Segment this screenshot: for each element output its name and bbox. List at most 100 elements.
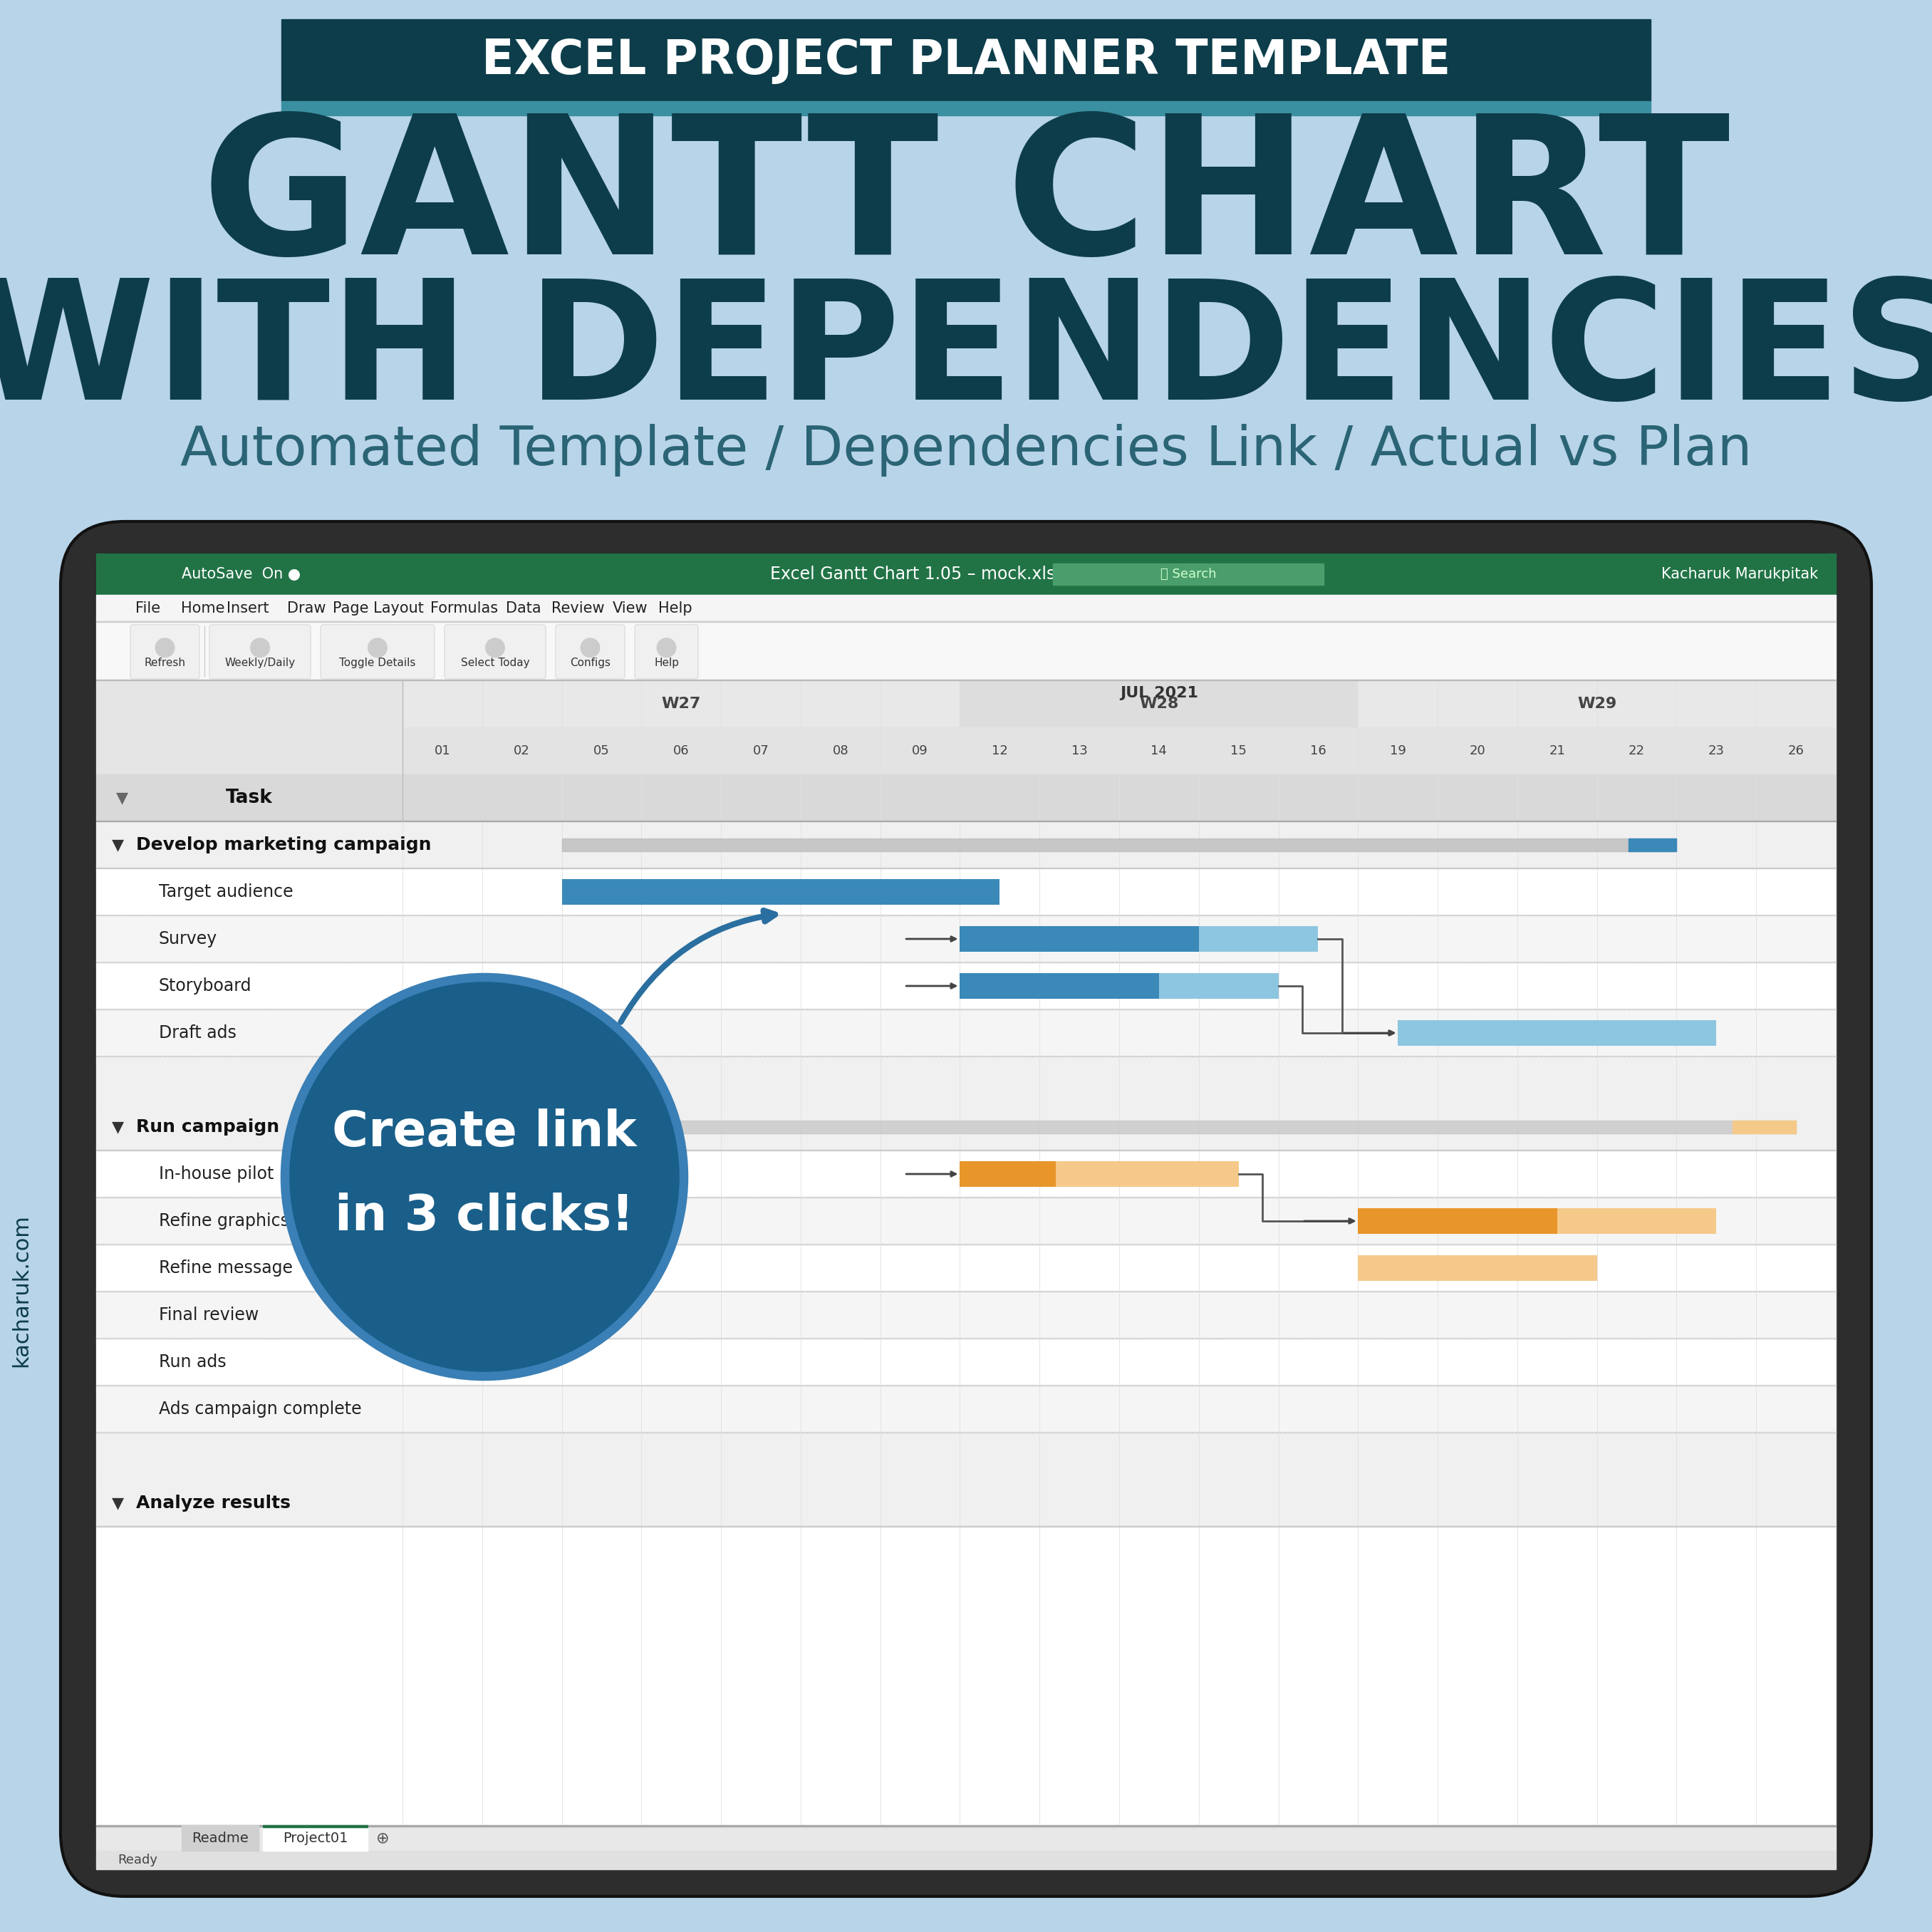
Bar	[282, 100, 1650, 116]
Bar	[97, 916, 1835, 962]
Text: 12: 12	[991, 744, 1009, 757]
Bar	[97, 775, 1835, 821]
Text: Ready: Ready	[118, 1853, 156, 1866]
Text: AutoSave  On ●: AutoSave On ●	[182, 568, 301, 582]
Text: Task: Task	[226, 788, 272, 808]
Bar	[402, 1121, 1797, 1134]
Bar	[1198, 925, 1318, 952]
Bar	[97, 1526, 1835, 1826]
Text: W27: W27	[661, 697, 701, 711]
Text: 21: 21	[1549, 744, 1565, 757]
Text: Review: Review	[553, 601, 605, 616]
Text: 22: 22	[1629, 744, 1644, 757]
Circle shape	[155, 638, 176, 657]
FancyBboxPatch shape	[321, 624, 435, 678]
Bar	[562, 838, 1677, 852]
Bar	[282, 19, 1650, 100]
Text: Run campaign: Run campaign	[135, 1119, 280, 1136]
Bar	[97, 1103, 1835, 1151]
Text: 01: 01	[435, 744, 450, 757]
Bar	[1055, 1161, 1238, 1186]
Bar	[97, 1151, 1835, 1198]
Circle shape	[249, 638, 270, 657]
Bar	[97, 962, 1835, 1009]
Bar	[97, 680, 402, 775]
Text: Kacharuk Marukpitak: Kacharuk Marukpitak	[1662, 568, 1818, 582]
Bar	[402, 680, 960, 726]
Text: Final review: Final review	[158, 1306, 259, 1323]
Circle shape	[367, 638, 388, 657]
Bar	[97, 1009, 1835, 1057]
Text: ▼: ▼	[112, 1121, 124, 1134]
Text: Excel Gantt Chart 1.05 – mock.xlsm – Saved  ▾: Excel Gantt Chart 1.05 – mock.xlsm – Sav…	[771, 566, 1161, 583]
Text: File: File	[135, 601, 160, 616]
Text: WITH DEPENDENCIES: WITH DEPENDENCIES	[0, 272, 1932, 435]
Bar	[1159, 974, 1279, 999]
Text: 20: 20	[1470, 744, 1486, 757]
Text: Page Layout: Page Layout	[332, 601, 423, 616]
Text: View: View	[612, 601, 647, 616]
Text: 07: 07	[753, 744, 769, 757]
Bar	[97, 595, 1835, 622]
Text: 🔍 Search: 🔍 Search	[1161, 568, 1217, 582]
Text: 13: 13	[1070, 744, 1088, 757]
Bar	[182, 1826, 259, 1851]
Bar	[960, 1161, 1055, 1186]
Text: Toggle Details: Toggle Details	[340, 657, 415, 668]
Text: Run ads: Run ads	[158, 1354, 226, 1370]
Bar	[97, 622, 1835, 680]
Text: 15: 15	[1231, 744, 1246, 757]
Text: Readme: Readme	[191, 1832, 249, 1845]
Bar	[97, 1385, 1835, 1434]
Bar	[97, 1244, 1835, 1293]
Text: 09: 09	[912, 744, 927, 757]
Bar	[960, 680, 1358, 726]
Bar	[1399, 1020, 1716, 1045]
Bar	[960, 925, 1198, 952]
Bar	[1358, 1208, 1557, 1235]
Circle shape	[284, 978, 684, 1376]
Text: JUL 2021: JUL 2021	[1121, 686, 1198, 699]
Bar	[1053, 564, 1323, 585]
Text: Create link: Create link	[332, 1109, 638, 1157]
FancyBboxPatch shape	[444, 624, 545, 678]
Text: Refine graphics: Refine graphics	[158, 1213, 290, 1229]
Text: Select Today: Select Today	[460, 657, 529, 668]
Text: 19: 19	[1389, 744, 1406, 757]
Bar	[1557, 1208, 1716, 1235]
Text: 14: 14	[1151, 744, 1167, 757]
FancyBboxPatch shape	[60, 522, 1872, 1897]
Bar	[97, 1339, 1835, 1385]
Bar	[1358, 680, 1835, 726]
Text: Help: Help	[659, 601, 692, 616]
Text: Home: Home	[182, 601, 224, 616]
Bar	[97, 867, 1835, 916]
FancyBboxPatch shape	[636, 624, 697, 678]
Text: Help: Help	[653, 657, 678, 668]
Text: Draft ads: Draft ads	[158, 1024, 236, 1041]
Text: W28: W28	[1140, 697, 1179, 711]
Text: 02: 02	[514, 744, 529, 757]
Text: 16: 16	[1310, 744, 1327, 757]
Text: kacharuk.com: kacharuk.com	[12, 1215, 31, 1368]
Text: in 3 clicks!: in 3 clicks!	[334, 1192, 634, 1240]
Bar	[263, 1826, 367, 1828]
Text: Survey: Survey	[158, 931, 218, 947]
Text: Draw: Draw	[288, 601, 327, 616]
Text: GANTT CHART: GANTT CHART	[201, 108, 1731, 294]
Text: Automated Template / Dependencies Link / Actual vs Plan: Automated Template / Dependencies Link /…	[180, 423, 1752, 477]
Bar	[97, 1434, 1835, 1480]
Text: Ads campaign complete: Ads campaign complete	[158, 1401, 361, 1418]
FancyBboxPatch shape	[556, 624, 624, 678]
Text: 23: 23	[1708, 744, 1725, 757]
Text: Refine message: Refine message	[158, 1260, 294, 1277]
Bar	[97, 821, 1835, 867]
Bar	[1358, 1256, 1598, 1281]
Bar	[562, 879, 999, 904]
Text: Weekly/Daily: Weekly/Daily	[224, 657, 296, 668]
Text: Target audience: Target audience	[158, 883, 294, 900]
Bar	[97, 1198, 1835, 1244]
Bar	[1733, 1121, 1797, 1134]
Circle shape	[485, 638, 504, 657]
Text: ⊕: ⊕	[377, 1832, 388, 1845]
